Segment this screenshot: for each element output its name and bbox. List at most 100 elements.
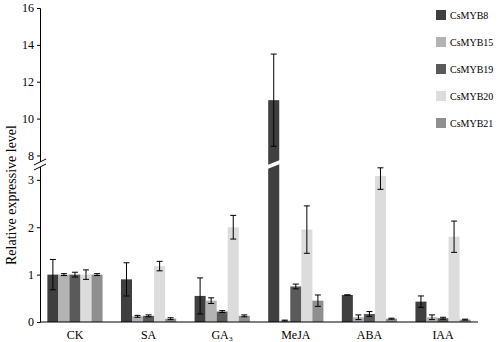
legend-swatch [436,37,446,47]
y-tick-label: 1 [28,268,34,282]
error-line [358,315,359,320]
x-tick: IAA [432,322,454,342]
y-tick-mark [37,82,40,83]
error-bar [418,296,424,307]
error-cap [282,320,288,321]
error-cap [304,253,310,254]
bar [290,286,301,322]
error-cap [315,294,321,295]
error-cap [94,275,100,276]
error-cap [219,312,225,313]
x-tick-label: CK [67,328,84,342]
error-line [159,261,160,270]
y-tick-label: 14 [22,38,34,52]
x-tick-label: GA₃ [211,328,233,342]
x-tick: ABA [357,322,383,342]
y-tick-mark [37,45,40,46]
error-line [420,296,421,307]
error-cap [429,314,435,315]
error-cap [344,294,350,295]
axis-break-mark [34,164,46,170]
x-axis: CK SA GA₃ MeJA ABA IAA [40,322,478,342]
bar [92,275,103,322]
error-cap [315,306,321,307]
chart: 0123810121416CKSAGA₃MeJAABAIAARelative e… [0,0,500,342]
plot-area [47,54,470,322]
y-tick: 12 [22,75,40,89]
error-cap [389,318,395,319]
y-tick: 10 [22,112,40,126]
error-bar [230,215,236,239]
axis-break [34,159,46,170]
error-cap [271,54,277,55]
error-cap [168,319,174,320]
x-tick-label: SA [141,328,157,342]
bar-series [69,272,448,322]
error-bar [429,315,435,320]
bar [438,318,449,322]
error-cap [429,319,435,320]
error-line [454,221,455,252]
y-tick-label: 8 [28,149,34,163]
error-cap [197,277,203,278]
legend-label: CsMYB8 [450,10,488,21]
error-bar [389,318,395,320]
bar [58,275,69,322]
error-bar [282,320,288,322]
bar [69,275,80,322]
legend-swatch [436,91,446,101]
legend-label: CsMYB21 [450,118,493,129]
legend-swatch [436,64,446,74]
bar [154,266,165,322]
error-cap [230,215,236,216]
bar [132,316,143,322]
legend-item: CsMYB8 [436,10,488,21]
error-cap [355,314,361,315]
error-line [86,270,87,279]
x-tick: CK [67,322,84,342]
error-cap [83,279,89,280]
error-bar [462,319,468,321]
bar [80,275,91,322]
error-bar [72,272,78,277]
error-cap [366,311,372,312]
y-tick-label: 10 [22,112,34,126]
error-bar [241,315,247,317]
error-cap [377,167,383,168]
error-cap [418,307,424,308]
error-line [295,284,296,289]
bar-series [80,168,459,322]
break-gap [266,160,281,170]
error-bar [197,278,203,314]
x-tick-label: MeJA [281,328,311,342]
error-cap [230,239,236,240]
error-cap [418,295,424,296]
error-bar [293,284,299,289]
bar-series [47,54,426,322]
error-cap [451,221,457,222]
bar [228,227,239,322]
y-tick: 0 [28,315,40,329]
error-cap [146,316,152,317]
error-cap [241,316,247,317]
error-bar [344,294,350,295]
error-cap [451,252,457,253]
bar [239,316,250,322]
error-cap [135,315,141,316]
error-line [233,215,234,239]
error-cap [355,319,361,320]
bar [375,176,386,322]
error-cap [168,317,174,318]
error-cap [271,146,277,147]
error-line [200,278,201,314]
y-tick-label: 12 [22,75,34,89]
y-tick: 14 [22,38,40,52]
y-tick-mark [37,119,40,120]
error-cap [440,317,446,318]
error-line [52,259,53,289]
error-bar [168,318,174,320]
error-bar [304,206,310,253]
bar [217,312,228,322]
y-tick-mark [37,275,40,276]
legend-item: CsMYB15 [436,37,493,48]
